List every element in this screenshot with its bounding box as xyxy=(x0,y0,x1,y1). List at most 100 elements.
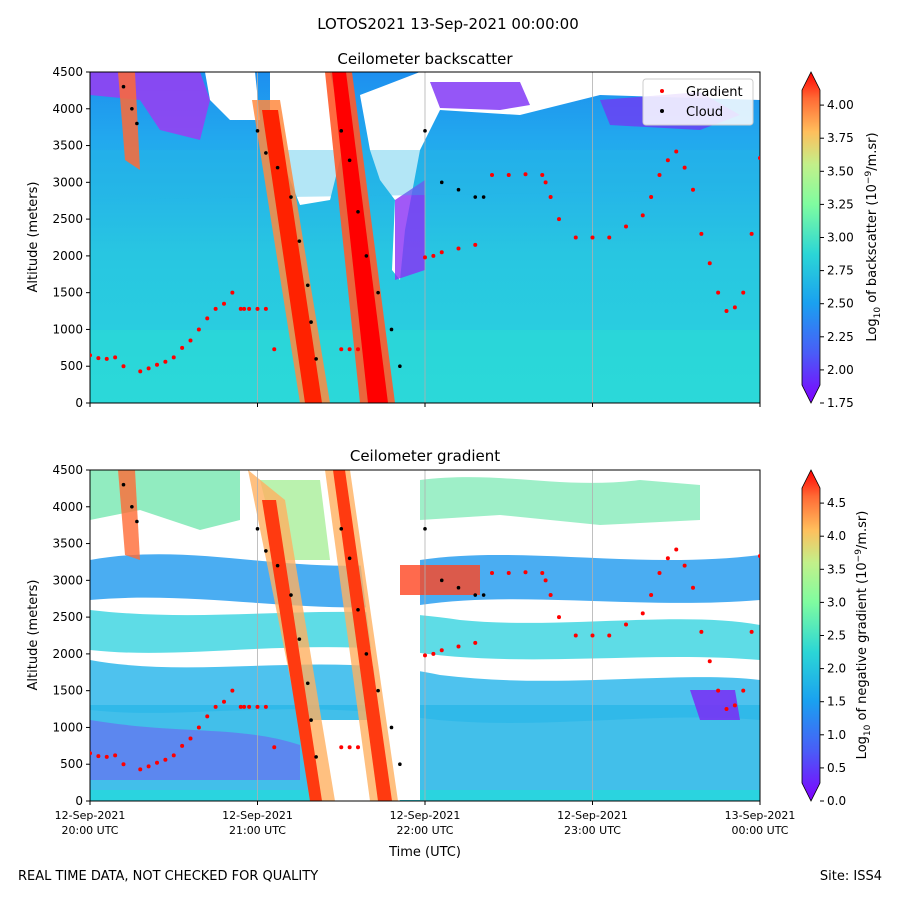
cloud-point xyxy=(347,158,352,163)
cloud-point xyxy=(456,187,461,192)
gradient-point xyxy=(691,585,695,590)
x-tick-date: 12-Sep-2021 xyxy=(222,809,293,822)
gradient-point xyxy=(490,172,494,177)
y-tick-label: 1000 xyxy=(52,322,83,336)
colorbar-tick-label: 1.5 xyxy=(827,695,846,709)
cloud-point xyxy=(289,593,293,597)
gradient-point xyxy=(180,743,185,748)
backscatter-title: Ceilometer backscatter xyxy=(337,50,513,68)
y-tick-label: 4500 xyxy=(52,65,83,79)
gradient-point xyxy=(90,353,92,358)
colorbar-tick-label: 1.75 xyxy=(827,396,854,410)
gradient-point xyxy=(90,751,92,756)
cloud-point xyxy=(364,254,369,258)
cloud-point xyxy=(314,357,318,361)
gradient-point xyxy=(540,570,545,575)
gradient-colorbar-ticks: 0.0 0.5 1.0 1.5 2.0 2.5 3.0 3.5 4.0 4.5 xyxy=(820,496,846,808)
gradient-point xyxy=(423,653,427,658)
legend-gradient-marker xyxy=(660,89,664,93)
cloud-point xyxy=(255,129,260,133)
y-tick-label: 1000 xyxy=(52,720,83,734)
y-tick-label: 0 xyxy=(75,794,83,808)
gradient-point xyxy=(263,704,268,709)
gradient-point xyxy=(171,753,176,758)
x-tick-date: 12-Sep-2021 xyxy=(390,809,461,822)
gradient-point xyxy=(230,290,235,295)
backscatter-colorbar-ticks: 1.75 2.00 2.25 2.50 2.75 3.00 3.25 3.50 3.75 4.00 xyxy=(820,98,854,410)
gradient-point xyxy=(540,172,545,177)
gradient-point xyxy=(146,764,151,769)
gradient-point xyxy=(699,231,704,236)
gradient-point xyxy=(222,699,226,704)
gradient-point xyxy=(758,156,760,161)
gradient-point xyxy=(188,338,193,343)
gradient-point xyxy=(113,753,118,758)
gradient-point xyxy=(146,366,151,371)
gradient-point xyxy=(473,640,478,645)
gradient-ylabel: Altitude (meters) xyxy=(26,580,41,691)
backscatter-panel: Ceilometer backscatter 05 xyxy=(26,50,883,410)
legend-cloud-label: Cloud xyxy=(686,105,723,120)
cloud-point xyxy=(339,129,344,133)
gradient-point xyxy=(196,725,201,730)
cloud-point xyxy=(481,195,486,199)
gradient-point xyxy=(543,180,548,185)
gradient-point xyxy=(242,704,247,709)
gradient-point xyxy=(674,149,679,154)
x-tick-time: 20:00 UTC xyxy=(61,824,118,837)
cloud-point xyxy=(264,151,268,155)
gradient-point xyxy=(356,347,360,352)
gradient-point xyxy=(640,213,645,218)
backscatter-x-axis xyxy=(89,403,761,407)
cloud-point xyxy=(356,607,360,612)
cloud-point xyxy=(275,563,280,568)
gradient-point xyxy=(506,570,511,575)
y-tick-label: 2000 xyxy=(52,647,83,661)
cloud-point xyxy=(364,652,369,656)
gradient-point xyxy=(121,364,126,369)
x-tick-time: 21:00 UTC xyxy=(229,824,286,837)
cloud-point xyxy=(398,364,402,369)
gradient-point xyxy=(548,593,553,598)
gradient-point xyxy=(523,172,528,177)
gradient-point xyxy=(741,290,746,295)
gradient-panel: Ceilometer gradient xyxy=(26,447,873,860)
gradient-point xyxy=(138,369,143,374)
gradient-point xyxy=(590,633,595,638)
cloud-point xyxy=(398,762,402,767)
gradient-point xyxy=(339,347,344,352)
colorbar-tick-label: 3.00 xyxy=(827,231,854,245)
x-tick-time: 22:00 UTC xyxy=(396,824,453,837)
cloud-point xyxy=(121,84,126,89)
y-tick-label: 500 xyxy=(60,359,83,373)
cloud-point xyxy=(135,519,139,524)
gradient-point xyxy=(657,570,662,575)
x-tick-date: 12-Sep-2021 xyxy=(557,809,628,822)
y-tick-label: 3500 xyxy=(52,537,83,551)
legend: Gradient Cloud xyxy=(642,78,754,126)
gradient-point xyxy=(691,187,695,192)
y-tick-label: 4500 xyxy=(52,463,83,477)
backscatter-colorbar-label: Log10 of backscatter (10−9/m.sr) xyxy=(864,132,883,341)
gradient-point xyxy=(699,629,704,634)
cloud-point xyxy=(297,637,302,641)
gradient-point xyxy=(506,172,511,177)
gradient-point xyxy=(665,556,670,561)
gradient-point xyxy=(196,327,201,332)
backscatter-colorbar: 1.75 2.00 2.25 2.50 2.75 3.00 3.25 3.50 3.75 4.00… xyxy=(801,71,883,410)
colorbar-tick-label: 0.0 xyxy=(827,794,846,808)
gradient-point xyxy=(263,306,268,311)
gradient-point xyxy=(665,158,670,163)
gradient-colorbar: 0.0 0.5 1.0 1.5 2.0 2.5 3.0 3.5 4.0 4.5 Log10 of … xyxy=(801,469,873,808)
gradient-point xyxy=(423,255,427,260)
gradient-point xyxy=(272,745,277,750)
colorbar-tick-label: 0.5 xyxy=(827,761,846,775)
gradient-point xyxy=(347,347,352,352)
gradient-point xyxy=(473,242,478,247)
gradient-xlabel: Time (UTC) xyxy=(388,845,461,860)
colorbar-tick-label: 3.5 xyxy=(827,562,846,576)
colorbar-tick-label: 3.0 xyxy=(827,595,846,609)
cloud-point xyxy=(305,283,310,288)
gradient-point xyxy=(163,359,168,364)
gradient-point xyxy=(649,593,654,598)
